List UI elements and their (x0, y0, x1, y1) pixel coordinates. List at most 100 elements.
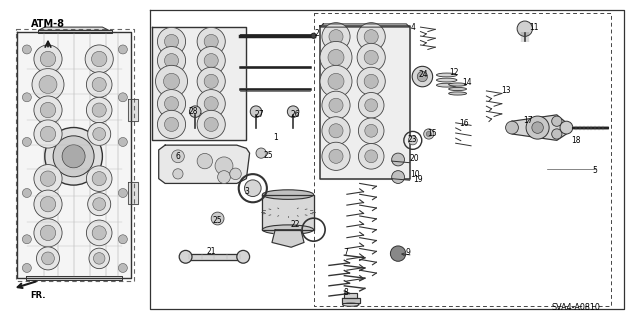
Text: 26: 26 (291, 110, 301, 119)
Circle shape (92, 172, 106, 186)
Ellipse shape (262, 225, 314, 234)
Circle shape (164, 97, 179, 111)
Circle shape (560, 121, 573, 134)
Circle shape (417, 71, 428, 82)
Circle shape (322, 117, 350, 145)
Circle shape (211, 212, 224, 225)
Circle shape (364, 30, 378, 44)
Text: 8: 8 (343, 288, 348, 297)
Circle shape (86, 97, 112, 123)
Circle shape (204, 54, 218, 68)
Circle shape (92, 103, 106, 117)
Text: 23: 23 (408, 135, 418, 144)
Text: 19: 19 (413, 175, 423, 184)
Circle shape (426, 131, 431, 137)
Ellipse shape (449, 83, 467, 86)
Circle shape (85, 45, 113, 73)
Circle shape (40, 102, 56, 118)
Polygon shape (128, 99, 138, 121)
Text: 4: 4 (410, 23, 415, 32)
Circle shape (42, 252, 54, 265)
Text: 12: 12 (450, 68, 459, 77)
Circle shape (204, 34, 218, 48)
Text: 10: 10 (410, 170, 420, 179)
Circle shape (329, 124, 343, 138)
Polygon shape (320, 24, 410, 27)
Text: 15: 15 (427, 129, 437, 138)
Circle shape (189, 106, 201, 117)
Circle shape (157, 27, 186, 56)
Circle shape (552, 129, 562, 139)
Circle shape (118, 235, 127, 244)
Circle shape (506, 121, 518, 134)
Text: 1: 1 (273, 133, 278, 142)
Polygon shape (128, 182, 138, 204)
Circle shape (322, 91, 350, 119)
Circle shape (532, 122, 543, 133)
Circle shape (197, 110, 225, 138)
Circle shape (320, 65, 352, 97)
Polygon shape (272, 230, 304, 247)
Ellipse shape (436, 73, 457, 77)
Polygon shape (17, 32, 131, 278)
Circle shape (34, 219, 62, 247)
Circle shape (92, 226, 106, 240)
Ellipse shape (262, 190, 314, 199)
Text: 20: 20 (410, 154, 420, 163)
Circle shape (157, 90, 186, 118)
Circle shape (517, 21, 532, 36)
Text: 28: 28 (189, 107, 198, 115)
Circle shape (88, 122, 111, 145)
Circle shape (34, 165, 62, 193)
Circle shape (40, 126, 56, 142)
Circle shape (157, 110, 186, 138)
Circle shape (357, 43, 385, 71)
Circle shape (22, 263, 31, 272)
Text: 6: 6 (175, 152, 180, 161)
Circle shape (22, 45, 31, 54)
Circle shape (173, 169, 183, 179)
Circle shape (311, 33, 316, 38)
Circle shape (156, 65, 188, 97)
Text: 2: 2 (314, 29, 319, 38)
Circle shape (197, 67, 225, 95)
Circle shape (39, 76, 57, 93)
Circle shape (329, 149, 343, 163)
Circle shape (32, 69, 64, 100)
Text: 16: 16 (459, 119, 469, 128)
Circle shape (197, 47, 225, 75)
Circle shape (157, 47, 186, 75)
Circle shape (357, 67, 385, 95)
Circle shape (358, 93, 384, 118)
Circle shape (256, 148, 266, 158)
Circle shape (329, 30, 343, 44)
Circle shape (40, 225, 56, 241)
Circle shape (34, 45, 62, 73)
Text: 5: 5 (593, 166, 598, 175)
Circle shape (22, 235, 31, 244)
Polygon shape (159, 145, 250, 183)
Circle shape (204, 117, 218, 131)
Circle shape (197, 153, 212, 169)
Circle shape (204, 74, 218, 88)
Polygon shape (152, 27, 246, 140)
Circle shape (358, 118, 384, 144)
Circle shape (40, 171, 56, 186)
Circle shape (40, 197, 56, 212)
Circle shape (164, 73, 179, 89)
Text: SVA4-A0810: SVA4-A0810 (552, 303, 600, 312)
Circle shape (34, 120, 62, 148)
Circle shape (215, 157, 233, 175)
Circle shape (287, 106, 299, 117)
Polygon shape (342, 298, 360, 303)
Circle shape (218, 171, 230, 183)
Circle shape (45, 128, 102, 185)
Circle shape (322, 142, 350, 170)
Text: 9: 9 (405, 249, 410, 257)
Circle shape (358, 144, 384, 169)
Ellipse shape (436, 78, 457, 82)
Circle shape (93, 128, 106, 140)
Circle shape (172, 150, 184, 163)
Circle shape (86, 220, 112, 246)
Circle shape (408, 136, 417, 145)
